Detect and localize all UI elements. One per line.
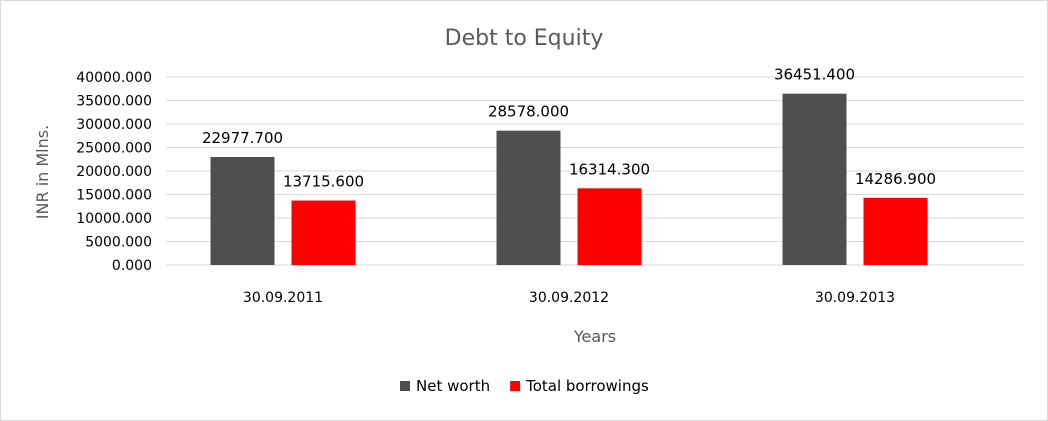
y-tick-label: 20000.000 xyxy=(76,164,152,180)
x-tick-label: 30.09.2012 xyxy=(529,290,609,306)
y-axis-label: INR in Mlns. xyxy=(33,125,52,219)
bar xyxy=(577,188,642,265)
y-tick-label: 15000.000 xyxy=(76,188,152,204)
y-tick-label: 10000.000 xyxy=(76,211,152,227)
chart-title: Debt to Equity xyxy=(445,26,604,51)
y-tick-label: 25000.000 xyxy=(76,141,152,157)
y-tick-label: 0.000 xyxy=(112,258,152,274)
legend-entry: Total borrowings xyxy=(525,377,649,395)
legend-swatch xyxy=(510,381,521,391)
y-tick-label: 40000.000 xyxy=(76,70,152,86)
x-axis-label: Years xyxy=(573,327,616,346)
y-tick-label: 5000.000 xyxy=(85,235,152,251)
x-tick-label: 30.09.2013 xyxy=(815,290,895,306)
data-label: 22977.700 xyxy=(202,129,283,147)
legend-entry: Net worth xyxy=(416,377,490,395)
data-label: 13715.600 xyxy=(283,173,364,191)
y-axis-ticks: 0.000 5000.000 10000.000 15000.000 20000.000… xyxy=(76,70,152,274)
bar xyxy=(210,157,275,265)
y-tick-label: 30000.000 xyxy=(76,117,152,133)
bars xyxy=(210,93,928,265)
x-axis-ticks: 30.09.2011 30.09.2012 30.09.2013 xyxy=(243,290,895,306)
bar xyxy=(863,197,928,265)
x-tick-label: 30.09.2011 xyxy=(243,290,323,306)
data-label: 14286.900 xyxy=(855,170,936,188)
bar xyxy=(291,200,356,265)
bar xyxy=(496,130,561,265)
bar xyxy=(782,93,847,265)
data-label: 36451.400 xyxy=(774,66,855,84)
data-label: 28578.000 xyxy=(488,103,569,121)
legend: Net worth Total borrowings xyxy=(400,377,649,395)
data-label: 16314.300 xyxy=(569,160,650,178)
legend-swatch xyxy=(400,381,410,391)
data-labels: 22977.700 13715.600 28578.000 16314.300 3645… xyxy=(202,66,936,191)
y-tick-label: 35000.000 xyxy=(76,94,152,110)
